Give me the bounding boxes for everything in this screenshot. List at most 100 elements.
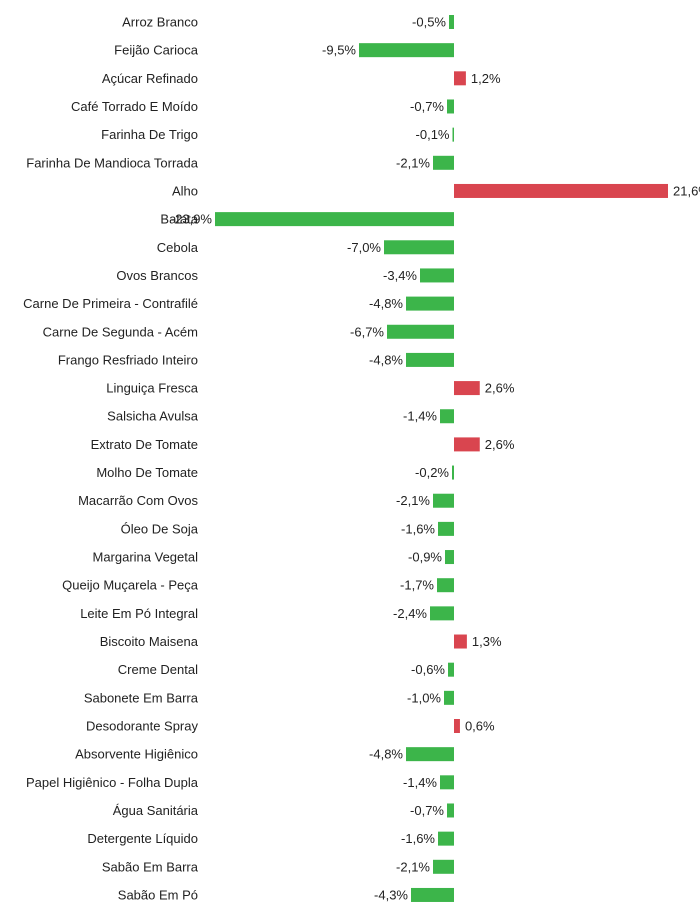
category-label: Água Sanitária [113, 803, 199, 818]
bar [447, 803, 454, 818]
bar-row: Sabão Em Barra -2,1% [102, 859, 454, 874]
bar-row: Detergente Líquido -1,6% [87, 831, 454, 846]
value-label: -2,1% [396, 155, 430, 170]
bar-row: Açúcar Refinado 1,2% [102, 71, 501, 86]
bar [454, 71, 466, 86]
value-label: -4,8% [369, 296, 403, 311]
value-label: -6,7% [350, 324, 384, 339]
category-label: Óleo De Soja [121, 521, 199, 536]
value-label: -3,4% [383, 268, 417, 283]
bar-row: Biscoito Maisena 1,3% [100, 634, 502, 649]
value-label: -9,5% [322, 43, 356, 58]
bar-row: Água Sanitária -0,7% [113, 803, 454, 818]
value-label: -4,3% [374, 887, 408, 902]
bar [440, 409, 454, 424]
category-label: Carne De Segunda - Acém [43, 324, 198, 339]
value-label: -1,4% [403, 409, 437, 424]
bar-row: Macarrão Com Ovos -2,1% [78, 493, 454, 508]
bar [454, 634, 467, 649]
bar [433, 155, 454, 170]
value-label: -1,4% [403, 775, 437, 790]
category-label: Desodorante Spray [86, 719, 199, 734]
category-label: Frango Resfriado Inteiro [58, 352, 198, 367]
bar [444, 690, 454, 705]
category-label: Sabonete Em Barra [84, 690, 199, 705]
value-label: -1,0% [407, 690, 441, 705]
value-label: 1,3% [472, 634, 502, 649]
bar [406, 747, 454, 762]
value-label: 1,2% [471, 71, 501, 86]
bar-row: Farinha De Mandioca Torrada -2,1% [26, 155, 454, 170]
category-label: Ovos Brancos [116, 268, 198, 283]
value-label: -0,9% [408, 550, 442, 565]
bar-row: Carne De Segunda - Acém -6,7% [43, 324, 454, 339]
category-label: Absorvente Higiênico [75, 747, 198, 762]
category-label: Carne De Primeira - Contrafilé [23, 296, 198, 311]
bar [406, 296, 454, 311]
bar-row: Absorvente Higiênico -4,8% [75, 747, 454, 762]
bar [384, 240, 454, 255]
bar [430, 606, 454, 621]
bar-row: Queijo Muçarela - Peça -1,7% [62, 578, 454, 593]
category-label: Molho De Tomate [96, 465, 198, 480]
bar-row: Carne De Primeira - Contrafilé -4,8% [23, 296, 454, 311]
bar [359, 43, 454, 58]
bar-row: Ovos Brancos -3,4% [116, 268, 454, 283]
bar-row: Papel Higiênico - Folha Dupla -1,4% [26, 775, 454, 790]
category-label: Farinha De Mandioca Torrada [26, 155, 199, 170]
value-label: -7,0% [347, 240, 381, 255]
bar [454, 437, 480, 452]
bar [433, 859, 454, 874]
bar [387, 324, 454, 339]
bar [420, 268, 454, 283]
category-label: Açúcar Refinado [102, 71, 198, 86]
bar-row: Café Torrado E Moído -0,7% [71, 99, 454, 114]
category-label: Papel Higiênico - Folha Dupla [26, 775, 199, 790]
category-label: Extrato De Tomate [91, 437, 198, 452]
bar [445, 550, 454, 565]
bar-row: Leite Em Pó Integral -2,4% [80, 606, 454, 621]
value-label: -0,7% [410, 99, 444, 114]
bar-row: Linguiça Fresca 2,6% [106, 381, 515, 396]
category-label: Sabão Em Barra [102, 859, 199, 874]
category-label: Leite Em Pó Integral [80, 606, 198, 621]
bar-row: Alho 21,6% [172, 183, 700, 198]
bar-row: Desodorante Spray 0,6% [86, 719, 495, 734]
category-label: Alho [172, 183, 198, 198]
value-label: -0,7% [410, 803, 444, 818]
bar [406, 352, 454, 367]
category-label: Sabão Em Pó [118, 887, 198, 902]
bar [452, 127, 454, 142]
value-label: -23,9% [171, 212, 213, 227]
bar-row: Molho De Tomate -0,2% [96, 465, 454, 480]
bar [449, 15, 454, 29]
value-label: -4,8% [369, 747, 403, 762]
category-label: Biscoito Maisena [100, 634, 199, 649]
bar-row: Sabonete Em Barra -1,0% [84, 690, 454, 705]
value-label: 21,6% [673, 183, 700, 198]
value-label: -2,4% [393, 606, 427, 621]
value-label: -1,6% [401, 521, 435, 536]
bar [438, 831, 454, 846]
category-label: Macarrão Com Ovos [78, 493, 198, 508]
bar-row: Frango Resfriado Inteiro -4,8% [58, 352, 454, 367]
value-label: -0,2% [415, 465, 449, 480]
category-label: Queijo Muçarela - Peça [62, 578, 199, 593]
value-label: 2,6% [485, 381, 515, 396]
value-label: -0,6% [411, 662, 445, 677]
bar [440, 775, 454, 790]
bar-row: Margarina Vegetal -0,9% [92, 550, 454, 565]
category-label: Feijão Carioca [114, 43, 199, 58]
value-label: -1,7% [400, 578, 434, 593]
bar-row: Cebola -7,0% [157, 240, 454, 255]
value-label: -2,1% [396, 859, 430, 874]
value-label: -0,5% [412, 15, 446, 30]
bar-row: Sabão Em Pó -4,3% [118, 887, 454, 902]
category-label: Linguiça Fresca [106, 381, 199, 396]
category-label: Batata [160, 212, 198, 227]
category-label: Cebola [157, 240, 199, 255]
category-label: Farinha De Trigo [101, 127, 198, 142]
category-label: Arroz Branco [122, 15, 198, 30]
